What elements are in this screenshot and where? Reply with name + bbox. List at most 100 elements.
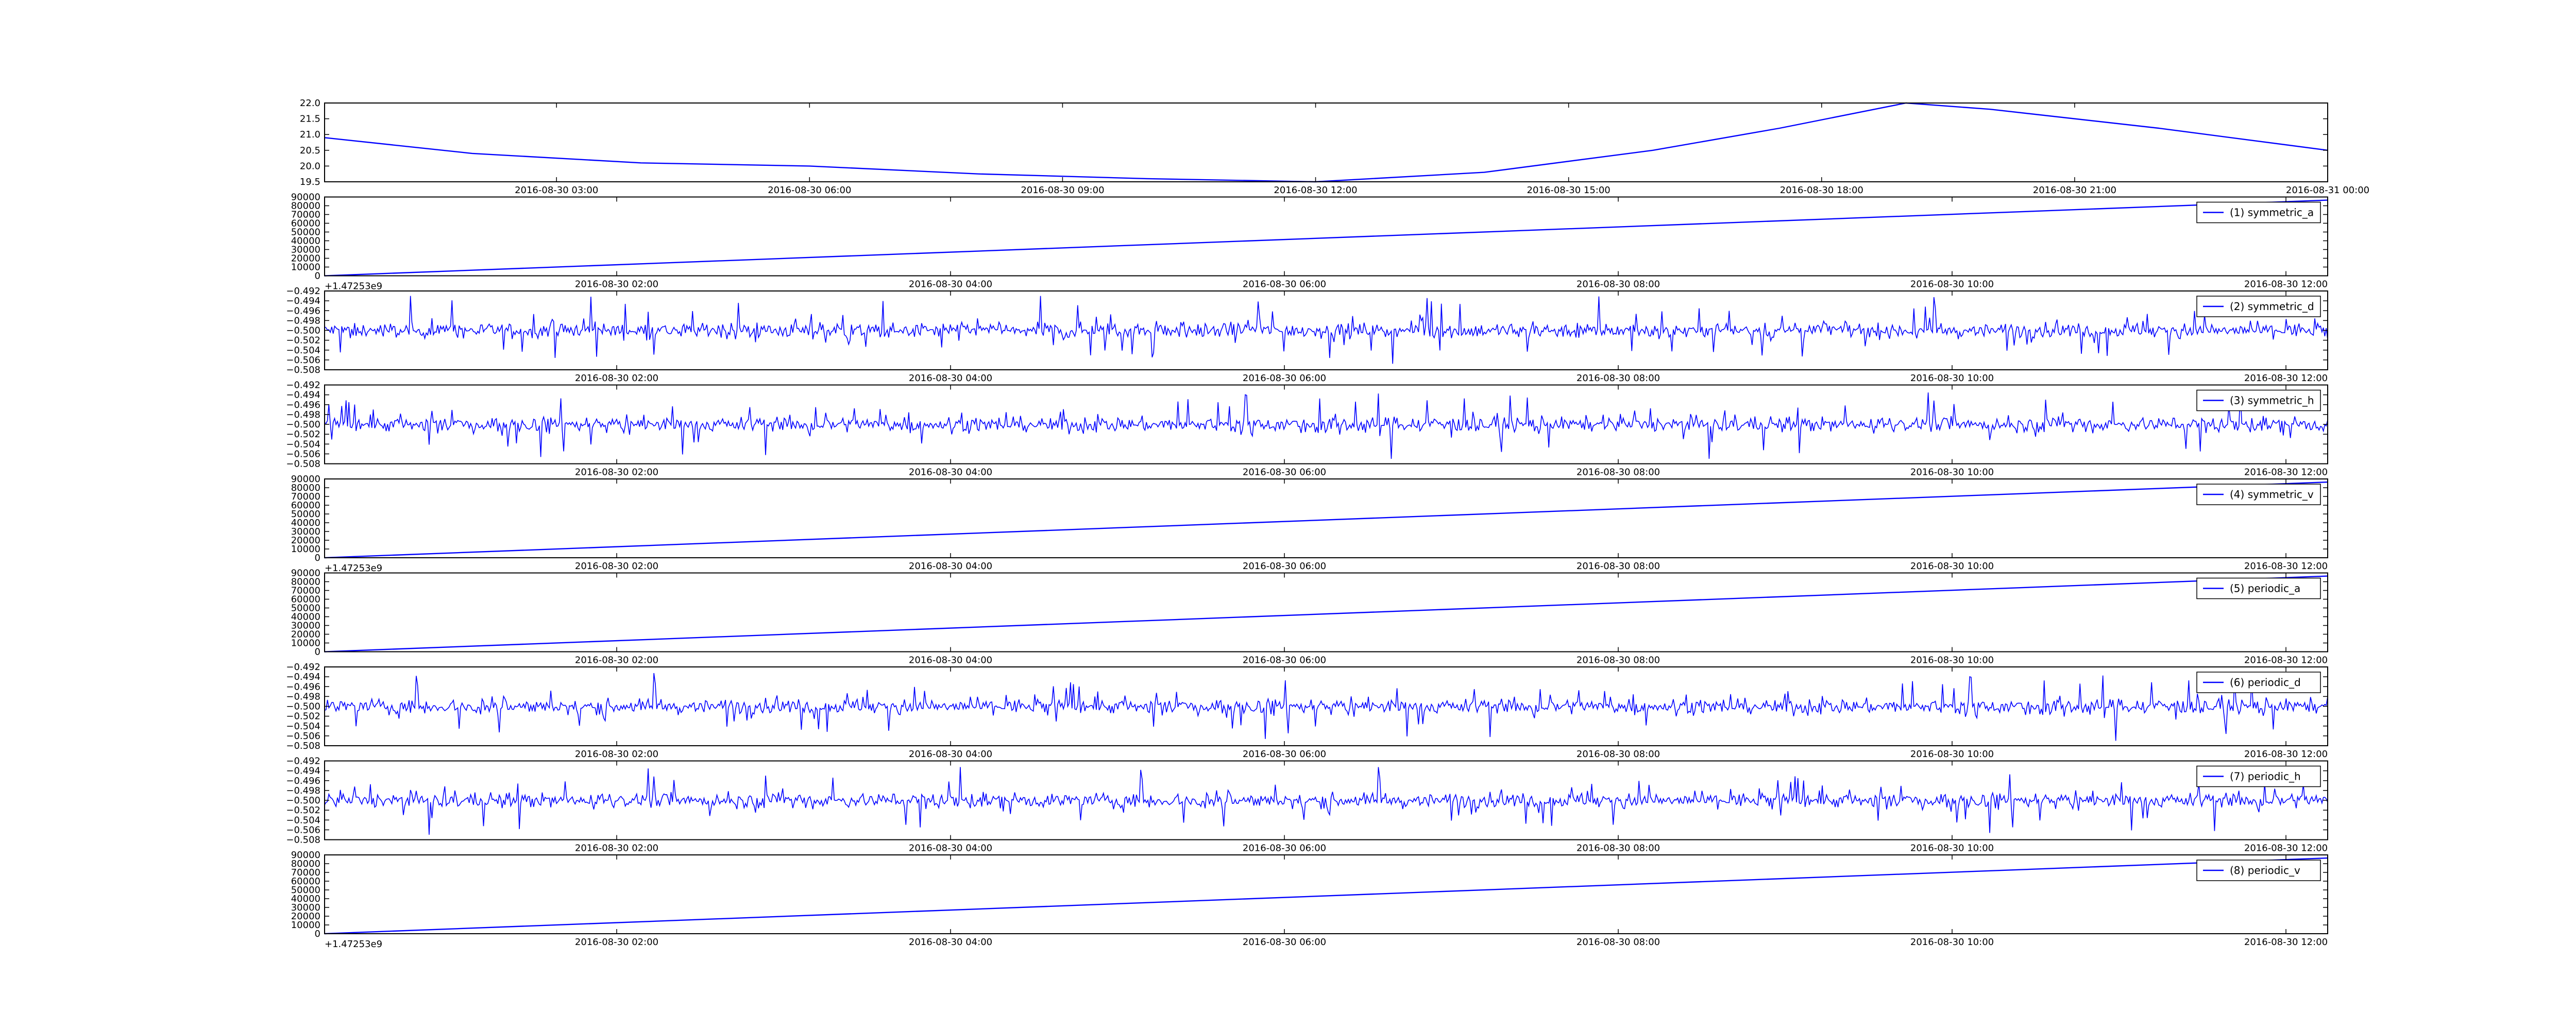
y-tick-label: 20000 (291, 535, 320, 546)
y-tick-label: 10000 (291, 262, 320, 273)
x-tick-label: 2016-08-30 02:00 (575, 561, 658, 572)
y-tick-label: −0.504 (286, 815, 320, 826)
y-tick-label: 20000 (291, 911, 320, 922)
x-tick-label: 2016-08-30 08:00 (1577, 843, 1660, 854)
x-tick-label: 2016-08-30 10:00 (1910, 561, 1994, 572)
y-tick-label: −0.506 (286, 731, 320, 742)
x-tick-label: 2016-08-30 12:00 (2244, 373, 2328, 384)
x-tick-label: 2016-08-30 02:00 (575, 373, 658, 384)
y-tick-label: 10000 (291, 544, 320, 555)
x-tick-label: 2016-08-30 12:00 (2244, 843, 2328, 854)
x-tick-label: 2016-08-30 12:00 (2244, 561, 2328, 572)
y-tick-label: −0.498 (286, 691, 320, 702)
y-tick-label: 30000 (291, 621, 320, 631)
legend: (4) symmetric_v (2196, 484, 2321, 505)
legend: (5) periodic_a (2196, 577, 2321, 599)
x-tick-label: 2016-08-30 04:00 (909, 937, 992, 948)
legend: (7) periodic_h (2196, 765, 2321, 787)
legend-label: (3) symmetric_h (2230, 394, 2314, 407)
y-tick-label: 10000 (291, 920, 320, 931)
subplot-8: −0.508−0.506−0.504−0.502−0.500−0.498−0.4… (286, 756, 2328, 854)
y-tick-label: −0.494 (286, 672, 320, 682)
legend: (2) symmetric_d (2196, 296, 2321, 317)
subplot-6: 0100002000030000400005000060000700008000… (291, 568, 2328, 666)
axes-frame-6 (324, 572, 2328, 653)
y-tick-label: −0.500 (286, 795, 320, 806)
legend-label: (7) periodic_h (2230, 770, 2301, 783)
x-tick-label: 2016-08-30 02:00 (575, 279, 658, 290)
y-tick-label: 19.5 (300, 177, 320, 187)
x-tick-label: 2016-08-30 02:00 (575, 655, 658, 666)
x-tick-label: 2016-08-30 10:00 (1910, 467, 1994, 478)
y-tick-label: 22.0 (300, 98, 320, 109)
y-tick-label: −0.506 (286, 825, 320, 835)
y-tick-label: −0.504 (286, 345, 320, 356)
x-tick-label: 2016-08-30 10:00 (1910, 373, 1994, 384)
y-tick-label: 70000 (291, 867, 320, 878)
x-tick-label: 2016-08-30 10:00 (1910, 655, 1994, 666)
y-tick-label: −0.496 (286, 681, 320, 692)
y-tick-label: −0.500 (286, 419, 320, 430)
series-line-4-1 (324, 391, 2328, 459)
x-tick-label: 2016-08-30 08:00 (1577, 279, 1660, 290)
series-line-2-1 (324, 199, 2328, 277)
y-tick-label: 21.0 (300, 129, 320, 140)
subplot-7: −0.508−0.506−0.504−0.502−0.500−0.498−0.4… (286, 662, 2328, 760)
y-tick-label: 60000 (291, 500, 320, 511)
y-tick-label: 50000 (291, 509, 320, 520)
x-tick-label: 2016-08-30 18:00 (1780, 185, 1863, 196)
y-tick-label: 30000 (291, 245, 320, 255)
y-tick-label: 10000 (291, 638, 320, 649)
y-tick-label: 21.5 (300, 114, 320, 125)
y-tick-label: −0.502 (286, 429, 320, 440)
y-tick-label: −0.500 (286, 325, 320, 336)
legend: (3) symmetric_h (2196, 389, 2321, 411)
y-tick-label: 70000 (291, 491, 320, 502)
series-line-6-1 (324, 575, 2328, 653)
y-tick-label: 80000 (291, 483, 320, 493)
y-tick-label: 20.5 (300, 145, 320, 156)
x-tick-label: 2016-08-30 12:00 (2244, 937, 2328, 948)
y-tick-label: 80000 (291, 859, 320, 869)
subplot-3: −0.508−0.506−0.504−0.502−0.500−0.498−0.4… (286, 286, 2328, 384)
x-tick-label: 2016-08-30 02:00 (575, 937, 658, 948)
x-tick-label: 2016-08-30 21:00 (2033, 185, 2116, 196)
x-tick-label: 2016-08-30 08:00 (1577, 937, 1660, 948)
y-tick-label: −0.496 (286, 305, 320, 316)
x-tick-label: 2016-08-30 06:00 (1243, 937, 1326, 948)
y-tick-label: −0.506 (286, 449, 320, 459)
axes-frame-9 (324, 854, 2328, 934)
y-tick-label: −0.506 (286, 355, 320, 366)
x-tick-label: 2016-08-30 03:00 (515, 185, 598, 196)
legend: (8) periodic_v (2196, 860, 2321, 881)
legend: (1) symmetric_a (2196, 201, 2321, 224)
x-tick-label: 2016-08-30 04:00 (909, 561, 992, 572)
x-tick-label: 2016-08-30 12:00 (2244, 467, 2328, 478)
x-tick-label: 2016-08-30 12:00 (2244, 655, 2328, 666)
x-tick-label: 2016-08-30 04:00 (909, 749, 992, 760)
series-line-9-1 (324, 857, 2328, 935)
legend-label: (8) periodic_v (2230, 864, 2300, 877)
x-tick-label: 2016-08-30 12:00 (2244, 749, 2328, 760)
y-tick-label: −0.492 (286, 662, 320, 673)
x-tick-label: 2016-08-30 10:00 (1910, 937, 1994, 948)
y-tick-label: −0.492 (286, 380, 320, 391)
y-tick-label: −0.500 (286, 701, 320, 712)
y-tick-label: −0.498 (286, 409, 320, 420)
y-tick-label: 90000 (291, 192, 320, 203)
series-line-8-1 (324, 767, 2328, 835)
x-tick-label: 2016-08-30 08:00 (1577, 749, 1660, 760)
x-tick-label: 2016-08-30 06:00 (1243, 561, 1326, 572)
x-tick-label: 2016-08-30 06:00 (768, 185, 851, 196)
y-tick-label: 60000 (291, 218, 320, 229)
subplot-4: −0.508−0.506−0.504−0.502−0.500−0.498−0.4… (286, 380, 2328, 478)
y-tick-label: −0.508 (286, 365, 320, 375)
y-tick-label: −0.508 (286, 459, 320, 470)
x-tick-label: 2016-08-30 15:00 (1527, 185, 1611, 196)
y-tick-label: 80000 (291, 201, 320, 212)
axes-frame-1 (324, 102, 2328, 182)
y-tick-label: 0 (315, 929, 320, 939)
x-tick-label: 2016-08-30 08:00 (1577, 655, 1660, 666)
x-offset-text: +1.47253e9 (325, 281, 382, 292)
